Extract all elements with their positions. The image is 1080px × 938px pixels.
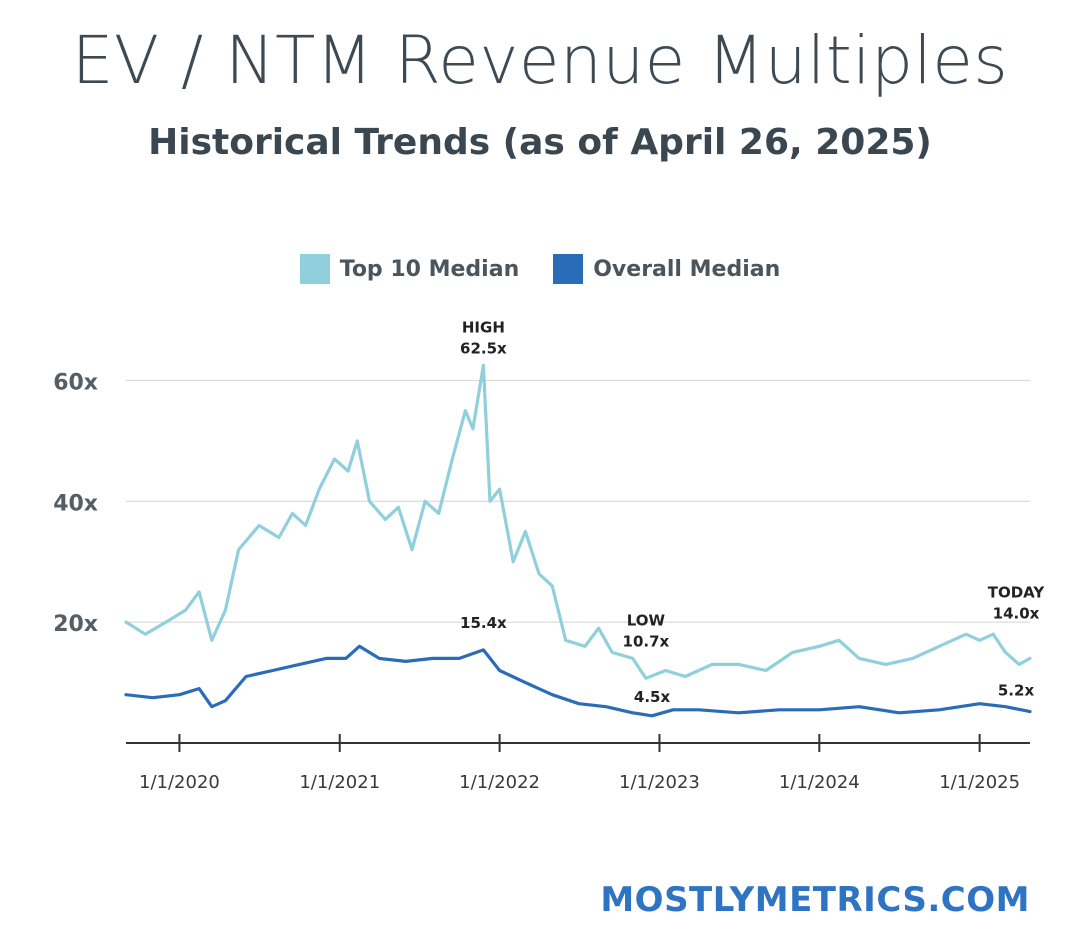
legend-swatch-top10: [299, 254, 330, 284]
legend-label-overall: Overall Median: [593, 256, 781, 282]
annotation-label: LOW: [627, 611, 666, 629]
y-tick-label: 60x: [53, 370, 98, 395]
series-line-overall-median: [124, 644, 1032, 718]
annotation-label: 5.2x: [998, 682, 1035, 700]
y-tick-label: 20x: [53, 612, 98, 637]
annotation-label: 14.0x: [993, 604, 1040, 622]
annotation-label: TODAY: [988, 583, 1046, 601]
line-chart: 20x 40x 60x 1/1/2020 1/1/2021 1/1/2022 1/1/202…: [53, 318, 1046, 793]
annotation-label: 15.4x: [460, 614, 507, 632]
annotation-label: 62.5x: [460, 339, 507, 357]
series-line-top10-median: [124, 363, 1032, 680]
legend-label-top10: Top 10 Median: [339, 256, 520, 282]
brand-link[interactable]: MOSTLYMETRICS.COM: [600, 880, 1030, 920]
annotation-label: HIGH: [462, 318, 505, 336]
chart-legend: Top 10 Median Overall Median: [0, 254, 1080, 284]
x-tick-label: 1/1/2022: [459, 772, 540, 793]
y-tick-label: 40x: [53, 491, 98, 516]
legend-item-overall: Overall Median: [553, 254, 780, 284]
x-tick-label: 1/1/2023: [619, 772, 700, 793]
legend-item-top10: Top 10 Median: [299, 254, 520, 284]
page-title: EV / NTM Revenue Multiples: [71, 22, 1009, 99]
annotation-label: 4.5x: [634, 688, 671, 706]
annotation-label: 10.7x: [623, 632, 670, 650]
x-tick-label: 1/1/2020: [139, 772, 220, 793]
legend-swatch-overall: [553, 254, 584, 284]
x-tick-label: 1/1/2025: [939, 772, 1020, 793]
page-subtitle: Historical Trends (as of April 26, 2025): [148, 122, 932, 163]
x-tick-label: 1/1/2024: [779, 772, 860, 793]
x-tick-label: 1/1/2021: [299, 772, 380, 793]
